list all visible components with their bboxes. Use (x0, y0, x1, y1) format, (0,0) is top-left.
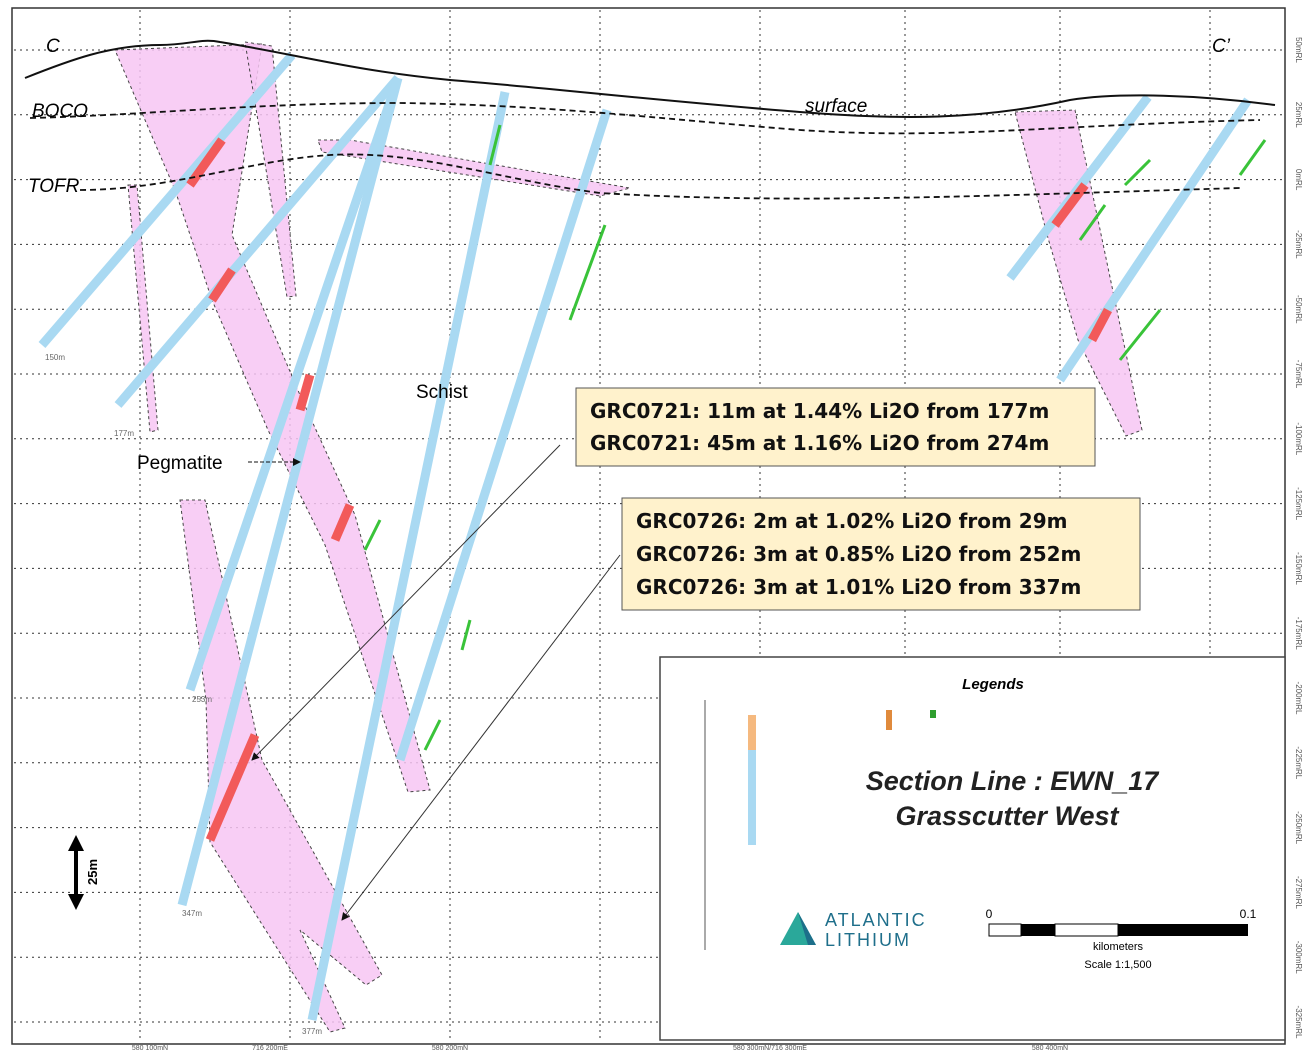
scale-bar (1021, 924, 1055, 936)
drill-holes (38, 52, 1267, 1021)
legend-swatch (748, 715, 756, 750)
rl-label: 25mRL (1294, 102, 1303, 128)
assay (460, 619, 472, 651)
boco-line (29, 102, 1261, 135)
pegmatite (244, 41, 297, 298)
drill-hole (185, 76, 403, 692)
assay (568, 224, 607, 321)
section-end: C (46, 36, 60, 57)
intercept (330, 503, 355, 542)
rl-label: -50mRL (1294, 295, 1303, 324)
grid-label: 580 400mN (1032, 1045, 1068, 1052)
drill-hole (395, 108, 612, 762)
legend-title: Legends (962, 676, 1024, 693)
assay (1118, 309, 1162, 361)
callout-text: GRC0726: 3m at 1.01% Li2O from 337m (636, 575, 1081, 599)
rl-label: -250mRL (1294, 811, 1303, 844)
intercept (1051, 182, 1089, 228)
rl-label: -100mRL (1294, 422, 1303, 455)
section-line-title: Section Line : EWN_17 (866, 766, 1161, 796)
pegmatite (114, 43, 431, 793)
pegmatite (1014, 109, 1143, 437)
tofr-line (79, 153, 1241, 200)
hole-depth: 377m (302, 1027, 322, 1036)
rl-label: -275mRL (1294, 876, 1303, 909)
logo-text: ATLANTIC (825, 910, 927, 930)
rl-label: -75mRL (1294, 360, 1303, 389)
legend-swatch (748, 715, 756, 845)
callout-box (621, 497, 1141, 611)
horizon-label: BOCO (32, 101, 88, 122)
assay (1238, 139, 1267, 176)
rock-label: Pegmatite (137, 453, 223, 474)
rl-label: -175mRL (1294, 617, 1303, 650)
drill-hole (114, 75, 402, 408)
callout-box (575, 387, 1096, 467)
assay (1123, 158, 1152, 187)
drill-hole (38, 52, 296, 348)
scale-tick: 0.1 (1240, 907, 1257, 921)
callout-arrow (341, 554, 621, 921)
hole-depth: 347m (182, 909, 202, 918)
legend-swatch (886, 710, 892, 730)
rl-label: 50mRL (1294, 37, 1303, 63)
grid-label: 580 100mN (132, 1045, 168, 1052)
rl-label: -25mRL (1294, 230, 1303, 259)
scale-bar (988, 923, 1022, 937)
callout-text: GRC0721: 11m at 1.44% Li2O from 177m (590, 399, 1049, 423)
logo-mark (798, 912, 816, 945)
intercept (205, 733, 260, 842)
intercept (295, 373, 315, 412)
legend-swatch (930, 710, 936, 718)
surface-line (24, 39, 1276, 118)
rl-label: -125mRL (1294, 487, 1303, 520)
intercept (208, 267, 236, 303)
drill-hole (307, 91, 510, 1021)
callout-text: GRC0726: 3m at 0.85% Li2O from 252m (636, 542, 1081, 566)
grid-label: 716 200mE (252, 1045, 288, 1052)
rl-label: -225mRL (1294, 746, 1303, 779)
hole-depth: 177m (114, 429, 134, 438)
callout-text: GRC0726: 2m at 1.02% Li2O from 29m (636, 509, 1067, 533)
callout-arrow (251, 444, 561, 761)
scale-label: 25m (85, 859, 100, 885)
rl-label: -325mRL (1294, 1006, 1303, 1039)
section-end: C’ (1212, 36, 1231, 57)
callout-text: GRC0721: 45m at 1.16% Li2O from 274m (590, 431, 1049, 455)
intercept (186, 137, 226, 188)
rock-label: Schist (416, 382, 468, 403)
scale-bar (1054, 923, 1119, 937)
rl-label: 0mRL (1294, 169, 1303, 191)
assay (1078, 204, 1107, 241)
grid-label: 580 200mN (432, 1045, 468, 1052)
logo-text: LITHIUM (825, 930, 911, 950)
scale-tick: 0 (986, 907, 993, 921)
assay (423, 719, 442, 751)
rl-label: -200mRL (1294, 682, 1303, 715)
pegmatites (114, 41, 1143, 1033)
rl-label: -300mRL (1294, 941, 1303, 974)
scale-bar (1118, 924, 1248, 936)
legend-box (659, 656, 1286, 1041)
assay (488, 124, 502, 166)
pegmatite (179, 499, 383, 1033)
hole-depth: 253m (192, 695, 212, 704)
scale-ratio: Scale 1:1,500 (1084, 959, 1151, 971)
drill-hole (177, 76, 403, 907)
horizon-label: TOFR (28, 176, 80, 197)
hole-depth: 150m (45, 353, 65, 362)
project-title: Grasscutter West (895, 801, 1119, 831)
assay (363, 519, 382, 551)
scale-units: kilometers (1093, 941, 1144, 953)
surface-label: surface (805, 96, 867, 117)
intercept (1088, 307, 1112, 343)
grid-label: 580 300mN/716 300mE (733, 1045, 807, 1052)
rl-label: -150mRL (1294, 552, 1303, 585)
